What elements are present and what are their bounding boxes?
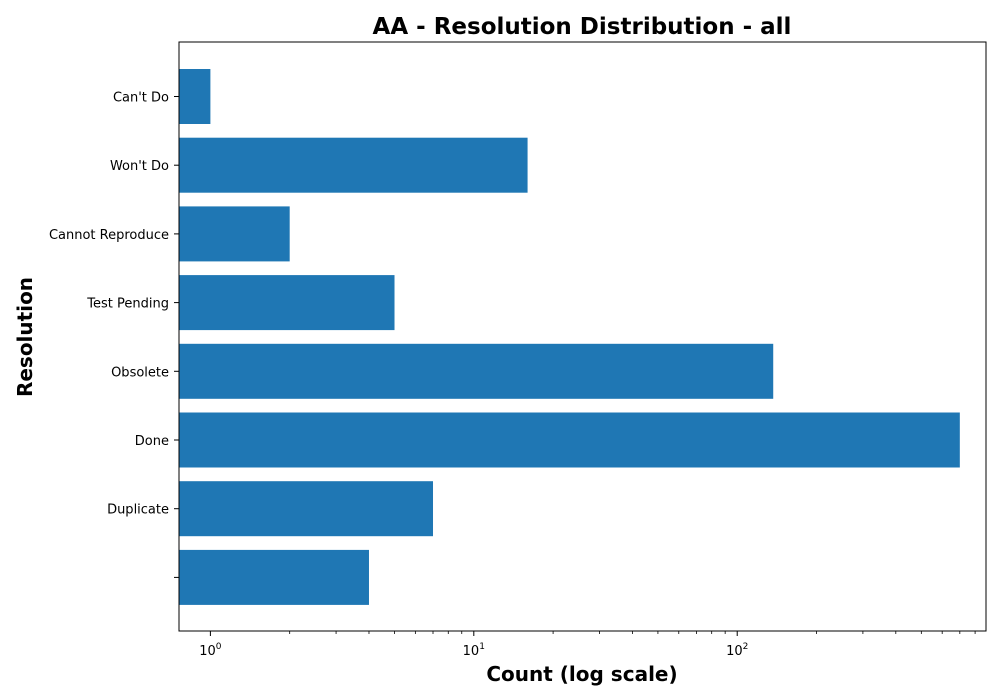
y-tick-label: Obsolete [111,365,169,380]
y-tick-label: Done [135,434,169,449]
bar-duplicate [179,481,434,537]
chart-title: AA - Resolution Distribution - all [373,14,792,40]
x-axis-label: Count (log scale) [486,662,677,686]
x-tick-label: 102 [726,642,748,659]
bar-can-t-do [179,69,211,124]
y-tick-label: Won't Do [110,159,169,174]
y-axis-ticks: Can't Do Won't Do Cannot Reproduce Test Pen… [49,91,179,578]
x-tick-label: 101 [463,642,485,659]
bar-obsolete [179,343,774,399]
bar-blank-7 [179,549,369,605]
y-tick-label: Can't Do [113,91,169,106]
bar-test-pending [179,275,395,331]
bars-group [179,69,960,605]
plot-frame [178,41,987,632]
bar-cannot-reproduce [179,206,290,262]
y-tick-label: Duplicate [107,503,169,518]
y-tick-label: Test Pending [86,297,169,312]
bar-won-t-do [179,137,528,193]
y-tick-label: Cannot Reproduce [49,228,169,243]
x-tick-label: 100 [199,642,222,659]
y-axis-label: Resolution [13,277,37,397]
bar-done [179,412,960,468]
x-axis-ticks: 100 101 102 [199,631,976,659]
